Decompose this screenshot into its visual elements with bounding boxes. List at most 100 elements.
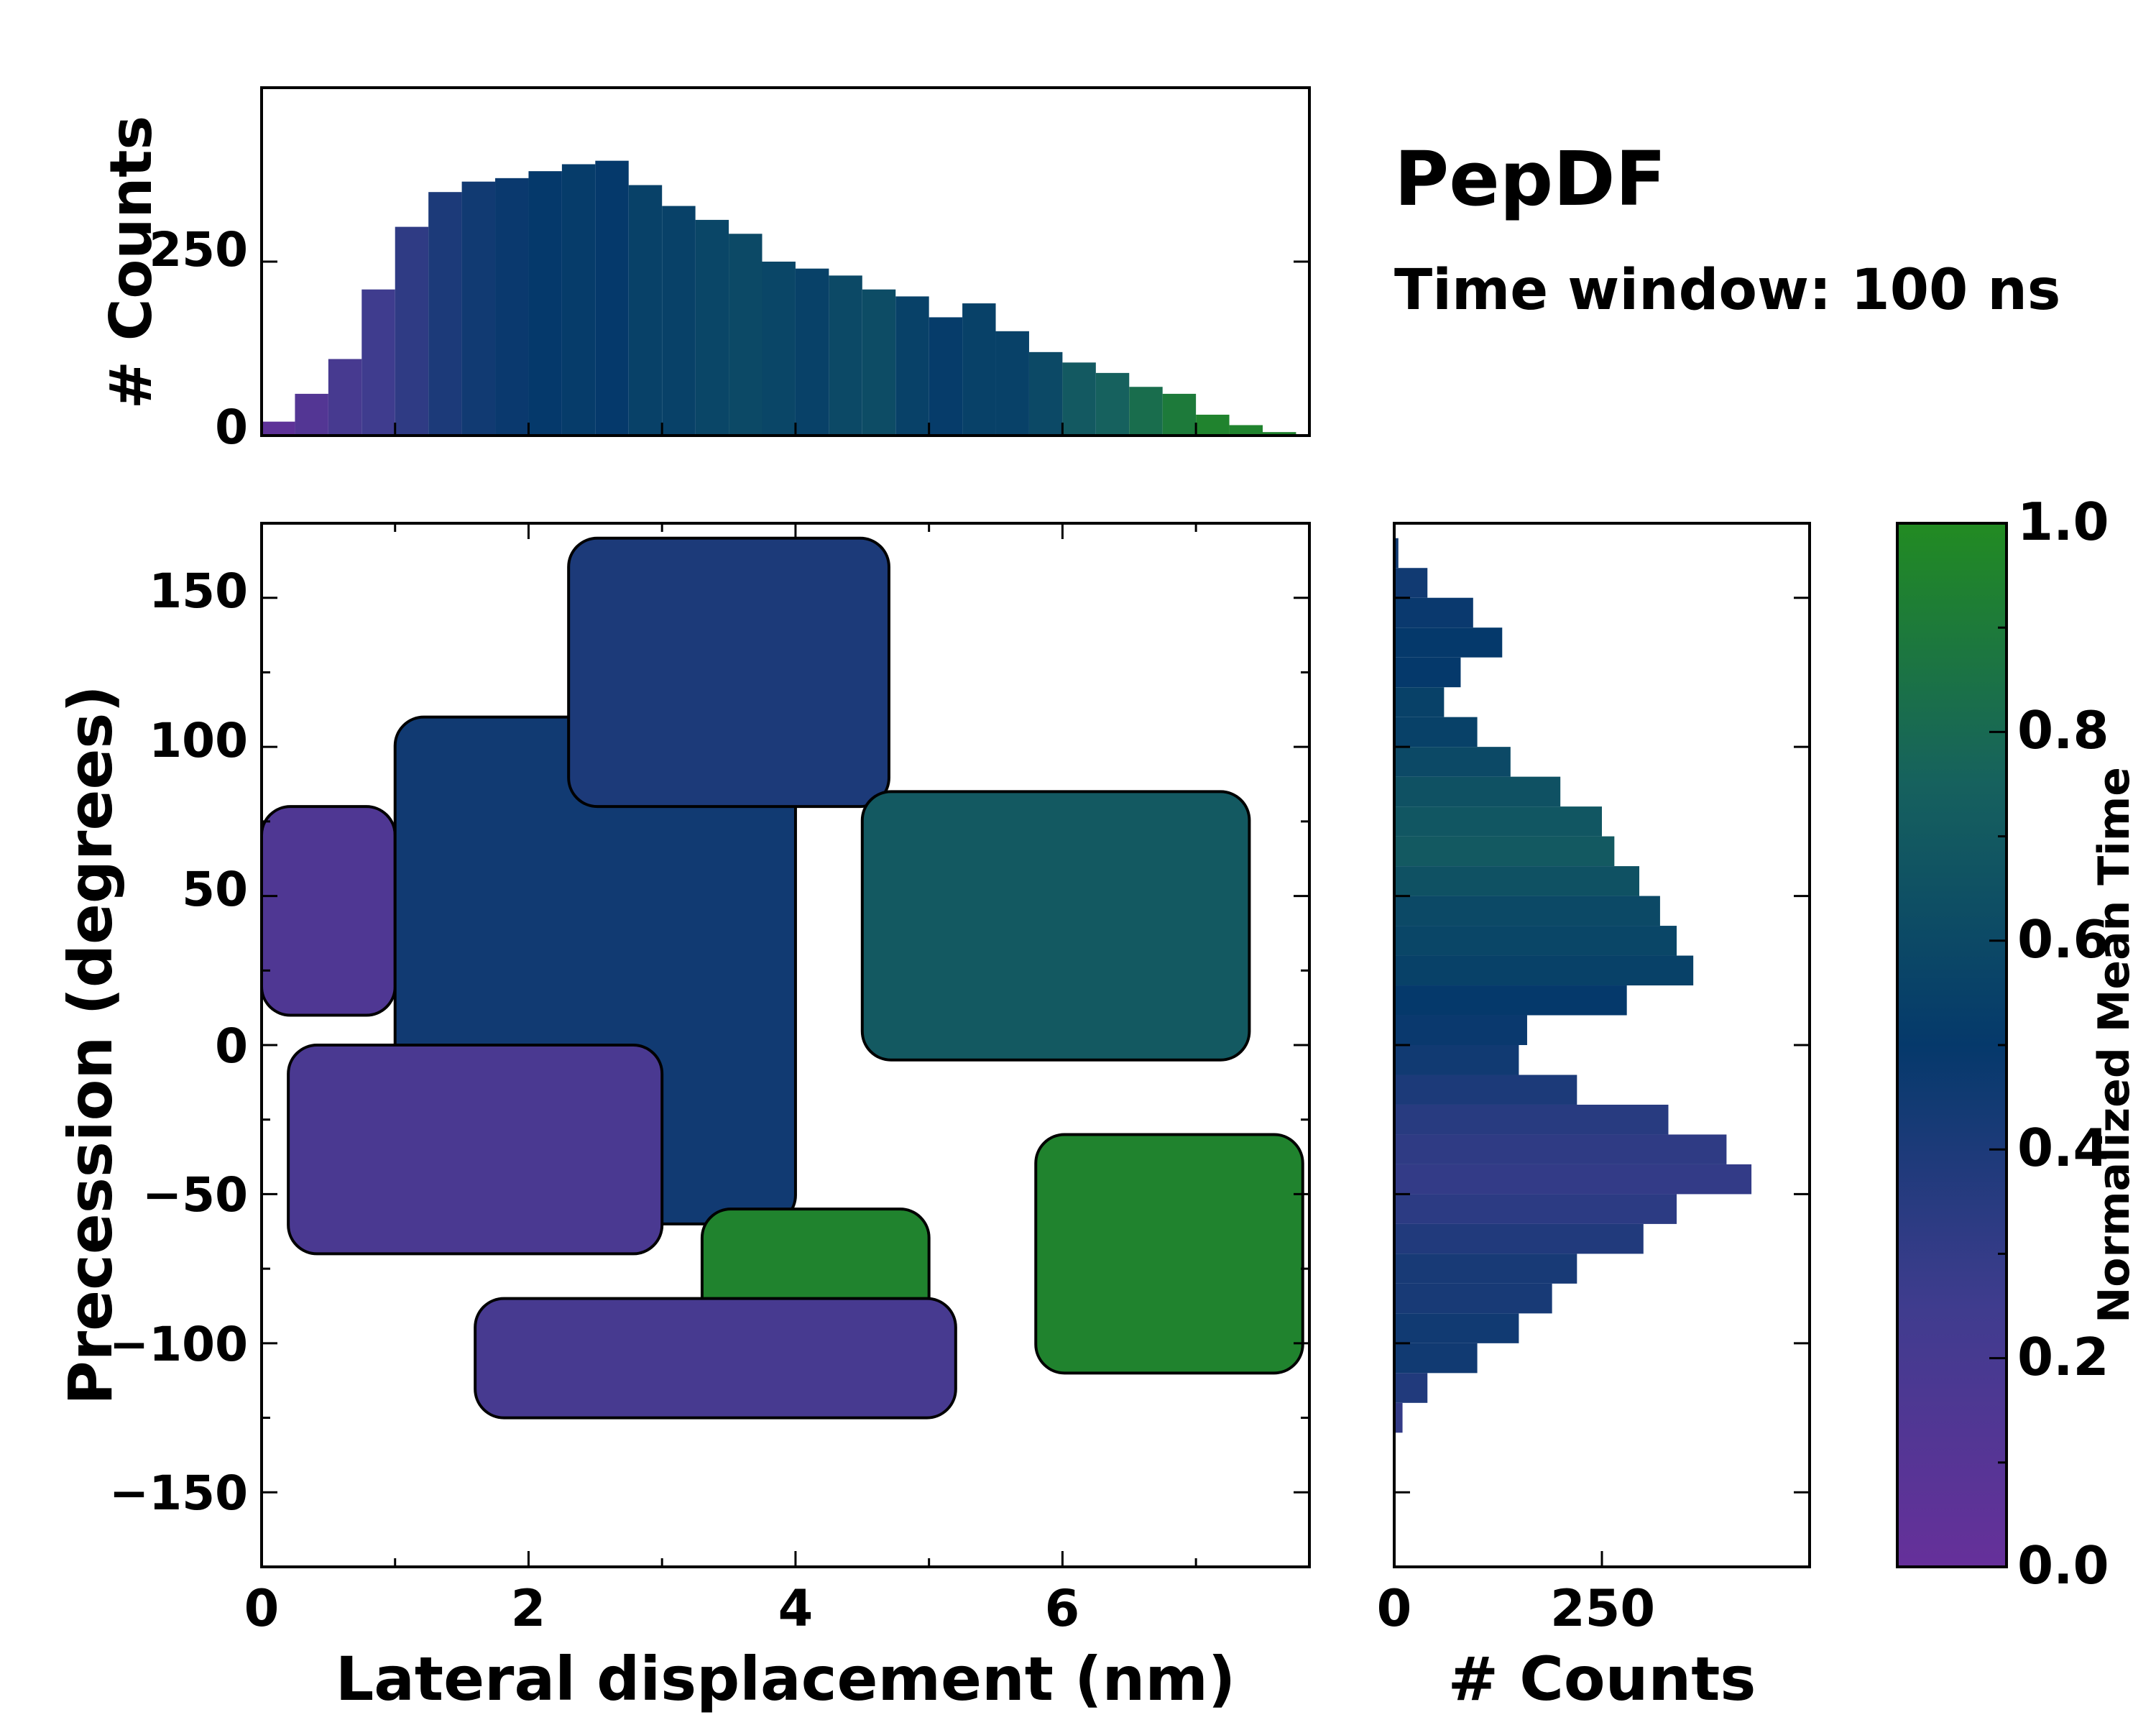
right-histogram: 0 250 # Counts (1377, 522, 1811, 1714)
top-histogram-bar (762, 262, 796, 436)
ytick-label-150: 150 (149, 564, 248, 619)
ytick-label-minus100: −100 (109, 1317, 248, 1372)
ytick-label-minus50: −50 (142, 1167, 248, 1223)
top-histogram-bar (829, 275, 862, 436)
right-histogram-bar (1394, 985, 1627, 1016)
colorbar: 0.0 0.2 0.4 0.6 0.8 1.0 Normalized Mean … (1896, 492, 2139, 1596)
colorbar-tick-0.0: 0.0 (2017, 1535, 2109, 1596)
top-histogram-bar (295, 393, 328, 436)
right-histogram-bar (1394, 687, 1445, 717)
right-histogram-bar (1394, 1254, 1577, 1284)
heatmap-regions (262, 536, 1304, 1420)
ytick-label-100: 100 (149, 713, 248, 768)
top-histogram-bar (895, 296, 929, 436)
right-histogram-bar (1394, 568, 1428, 598)
main-plot-ticks (260, 523, 1309, 1567)
top-histogram-ylabel: # Counts (98, 116, 165, 409)
right-histogram-bar (1394, 1313, 1519, 1343)
main-xlabel: Lateral displacement (nm) (336, 1644, 1236, 1714)
top-histogram-bar (795, 268, 829, 436)
top-histogram-bar (495, 178, 529, 436)
right-histogram-bar (1394, 1164, 1752, 1195)
top-histogram-bar (1062, 362, 1096, 436)
right-histogram-bar (1394, 896, 1660, 926)
right-histogram-bar (1394, 597, 1473, 628)
heatmap-region-6 (474, 1297, 957, 1420)
top-histogram-bar (595, 160, 629, 436)
top-histogram-bar (1196, 414, 1230, 436)
heatmap-region-3 (860, 790, 1251, 1062)
top-histogram: 0 250 # Counts (98, 86, 1311, 455)
chart-title: PepDF (1394, 135, 1667, 223)
right-histogram-bar (1394, 1283, 1552, 1314)
top-histogram-bar (561, 164, 596, 436)
right-histogram-bar (1394, 1045, 1519, 1075)
right-histogram-bar (1394, 806, 1602, 837)
top-histogram-bar (528, 171, 562, 436)
right-histogram-bar (1394, 538, 1399, 569)
colorbar-tick-1.0: 1.0 (2017, 492, 2109, 552)
right-histogram-bar (1394, 627, 1503, 658)
chart-subtitle: Time window: 100 ns (1394, 258, 2060, 323)
top-ytick-0: 0 (215, 400, 248, 455)
right-histogram-ticks (1393, 597, 1810, 1567)
right-histogram-bar (1394, 747, 1511, 777)
top-histogram-bar (662, 206, 696, 436)
heatmap-region-2 (567, 536, 890, 809)
top-histogram-bar (1162, 393, 1197, 436)
xtick-label-6: 6 (1045, 1579, 1080, 1638)
right-histogram-bar (1394, 836, 1615, 867)
colorbar-ticks (1989, 522, 2007, 1568)
top-histogram-bar (995, 331, 1029, 436)
top-histogram-bar (361, 289, 395, 436)
xtick-label-2: 2 (511, 1579, 546, 1638)
xtick-label-4: 4 (778, 1579, 814, 1638)
xtick-label-0: 0 (244, 1579, 280, 1638)
heatmap-region-7 (1034, 1133, 1304, 1375)
top-histogram-bar (1229, 425, 1263, 436)
top-histogram-bar (628, 185, 663, 436)
heatmap-region-0 (262, 805, 397, 1017)
colorbar-tick-0.4: 0.4 (2017, 1118, 2109, 1178)
right-histogram-bar (1394, 955, 1694, 986)
right-histogram-bar (1394, 1373, 1428, 1403)
ytick-label-minus150: −150 (109, 1466, 248, 1521)
top-histogram-bar (1129, 387, 1163, 436)
top-histogram-bar (1028, 351, 1063, 436)
ytick-label-0: 0 (215, 1018, 248, 1074)
top-histogram-ticks (260, 260, 1309, 437)
right-histogram-bar (1394, 926, 1677, 956)
colorbar-tick-0.2: 0.2 (2017, 1327, 2109, 1387)
top-histogram-bar (729, 234, 763, 436)
right-histogram-bar (1394, 776, 1561, 807)
top-histogram-bars (262, 160, 1309, 436)
top-histogram-bar (1095, 372, 1130, 436)
right-histogram-bar (1394, 717, 1478, 748)
colorbar-tick-0.6: 0.6 (2017, 909, 2109, 970)
right-histogram-bar (1394, 1015, 1527, 1045)
right-histogram-bar (1394, 1134, 1727, 1164)
top-histogram-bar (929, 317, 963, 436)
colorbar-tick-0.8: 0.8 (2017, 700, 2109, 760)
top-histogram-bar (862, 289, 896, 436)
top-histogram-bar (328, 359, 362, 436)
colorbar-body (1896, 522, 2008, 1568)
right-histogram-bar (1394, 657, 1461, 688)
main-ylabel: Precession (degrees) (55, 685, 126, 1405)
top-histogram-bar (461, 181, 496, 436)
right-histogram-bar (1394, 1223, 1644, 1254)
top-histogram-bar (395, 226, 429, 436)
right-xtick-0: 0 (1377, 1579, 1412, 1638)
top-histogram-bar (962, 303, 996, 436)
right-histogram-bar (1394, 1194, 1677, 1224)
heatmap-region-4 (287, 1044, 664, 1256)
top-histogram-bar (695, 219, 729, 436)
top-ytick-250: 250 (149, 222, 248, 277)
main-heatmap-panel: 0 2 4 6 150 100 50 0 −50 −100 −150 Later… (55, 522, 1311, 1714)
top-histogram-bar (262, 421, 295, 436)
right-histogram-bars (1394, 538, 1752, 1433)
right-histogram-bar (1394, 866, 1640, 896)
right-histogram-bar (1394, 1104, 1669, 1135)
right-histogram-xlabel: # Counts (1448, 1644, 1756, 1714)
